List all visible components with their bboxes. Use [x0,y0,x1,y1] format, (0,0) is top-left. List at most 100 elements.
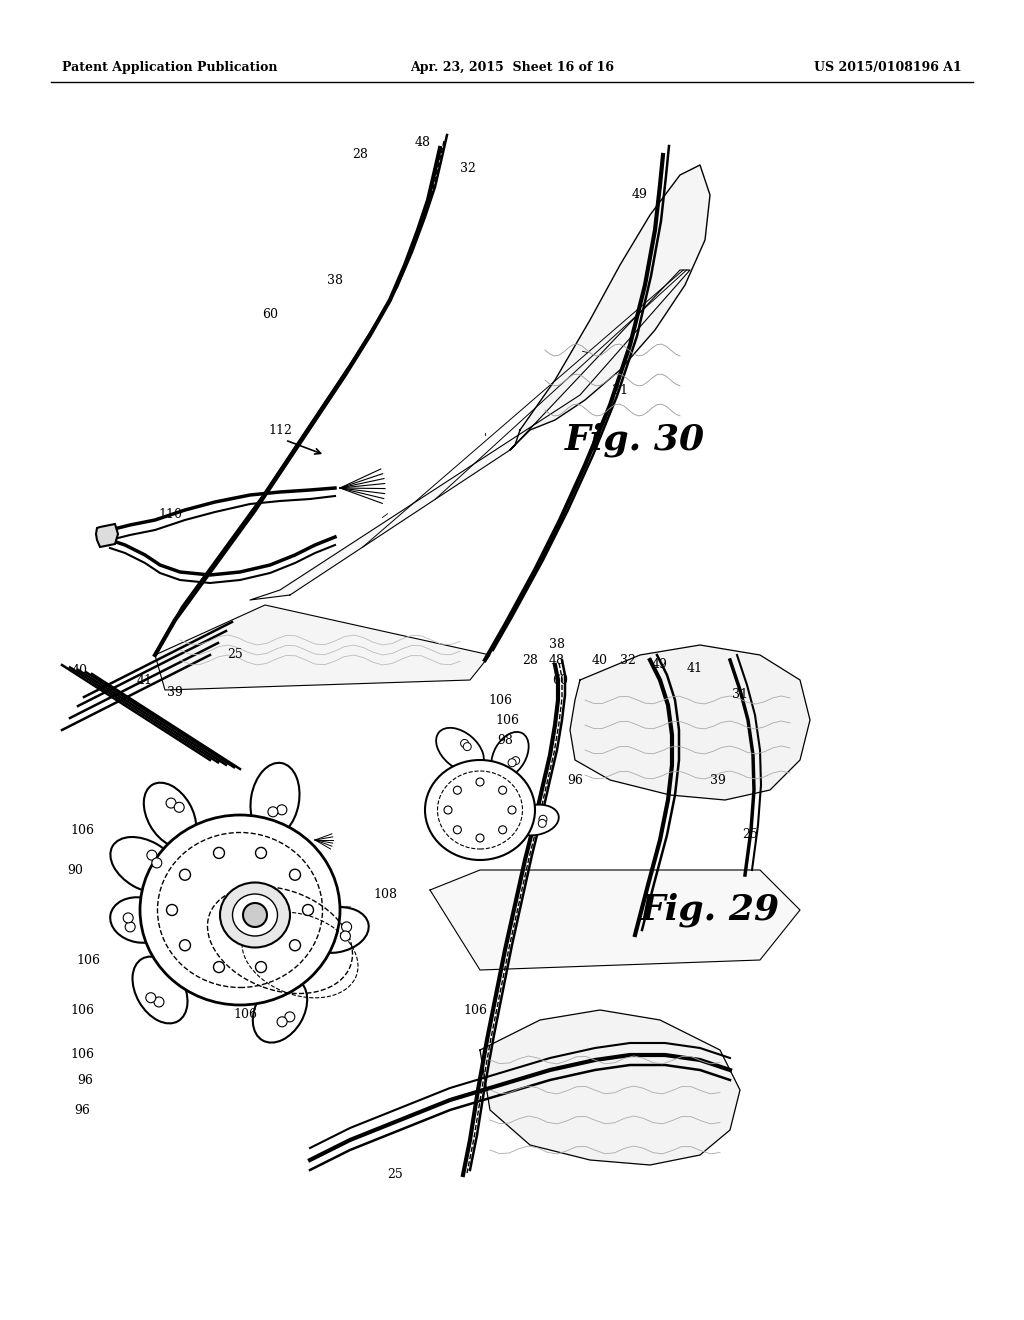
Circle shape [256,847,266,858]
Circle shape [174,803,184,812]
Circle shape [454,826,462,834]
Polygon shape [155,605,490,690]
Ellipse shape [492,731,528,777]
Text: 25: 25 [742,829,758,842]
Ellipse shape [140,814,340,1005]
Text: 96: 96 [567,774,583,787]
Ellipse shape [425,760,535,861]
Text: 112: 112 [268,424,292,437]
Text: 106: 106 [256,863,280,876]
Polygon shape [96,524,118,546]
Ellipse shape [220,883,290,948]
Ellipse shape [301,907,369,953]
Text: Fig. 30: Fig. 30 [565,422,706,457]
Text: 106: 106 [70,1048,94,1061]
Circle shape [476,834,484,842]
Text: 106: 106 [70,1003,94,1016]
Text: 96: 96 [74,1104,90,1117]
Circle shape [499,826,507,834]
Text: 106: 106 [495,714,519,726]
Circle shape [454,787,462,795]
Text: 96: 96 [232,974,248,986]
Circle shape [285,1012,295,1022]
Text: 106: 106 [273,894,297,907]
Circle shape [290,940,300,950]
Circle shape [166,799,176,808]
Text: Apr. 23, 2015  Sheet 16 of 16: Apr. 23, 2015 Sheet 16 of 16 [410,62,614,74]
Text: 106: 106 [226,933,250,946]
Text: 48: 48 [415,136,431,149]
Text: 108: 108 [373,888,397,902]
Circle shape [145,993,156,1003]
Circle shape [499,787,507,795]
Polygon shape [570,645,810,800]
Text: 106: 106 [463,1003,487,1016]
Polygon shape [250,271,690,601]
Circle shape [213,847,224,858]
Text: Patent Application Publication: Patent Application Publication [62,62,278,74]
Text: 41: 41 [137,673,153,686]
Circle shape [461,739,469,747]
Text: 28: 28 [522,653,538,667]
Circle shape [213,961,224,973]
Text: 40: 40 [592,653,608,667]
Circle shape [508,759,516,767]
Text: 90: 90 [67,863,83,876]
Circle shape [340,931,350,941]
Text: 39: 39 [710,774,726,787]
Text: 106: 106 [233,1008,257,1022]
Text: 106: 106 [488,693,512,706]
Text: 49: 49 [652,659,668,672]
Circle shape [256,961,266,973]
Circle shape [125,921,135,932]
Text: 98: 98 [452,829,468,842]
Circle shape [243,903,267,927]
Text: 48: 48 [549,653,565,667]
Circle shape [179,870,190,880]
Text: 38: 38 [327,273,343,286]
Circle shape [508,807,516,814]
Text: US 2015/0108196 A1: US 2015/0108196 A1 [814,62,962,74]
Ellipse shape [511,805,559,836]
Ellipse shape [111,898,170,942]
Circle shape [179,940,190,950]
Circle shape [154,997,164,1007]
Circle shape [302,904,313,916]
Circle shape [463,743,471,751]
Text: 60: 60 [262,309,278,322]
Text: 40: 40 [72,664,88,676]
Circle shape [444,807,452,814]
Text: 92: 92 [250,958,266,972]
Circle shape [276,805,287,814]
Ellipse shape [232,894,278,936]
Text: 38: 38 [549,639,565,652]
Text: 31: 31 [732,689,748,701]
Circle shape [278,1016,287,1027]
Text: 32: 32 [621,653,636,667]
Circle shape [512,756,519,764]
Text: 39: 39 [167,686,183,700]
Circle shape [268,807,278,817]
Ellipse shape [251,763,299,837]
Text: 98: 98 [497,734,513,747]
Text: 41: 41 [687,661,703,675]
Text: 49: 49 [632,189,648,202]
Text: 31: 31 [612,384,628,396]
Text: 25: 25 [387,1168,402,1181]
Polygon shape [480,1010,740,1166]
Ellipse shape [436,727,484,772]
Ellipse shape [111,837,179,894]
Circle shape [152,858,162,869]
Text: Fig. 29: Fig. 29 [640,892,780,927]
Text: 110: 110 [158,508,182,521]
Ellipse shape [132,957,187,1023]
Ellipse shape [253,977,307,1043]
Circle shape [146,850,157,861]
Circle shape [123,913,133,923]
Circle shape [342,921,351,932]
Circle shape [539,816,547,824]
Circle shape [167,904,177,916]
Text: 106: 106 [70,824,94,837]
Polygon shape [510,165,710,450]
Text: 60: 60 [552,673,568,686]
